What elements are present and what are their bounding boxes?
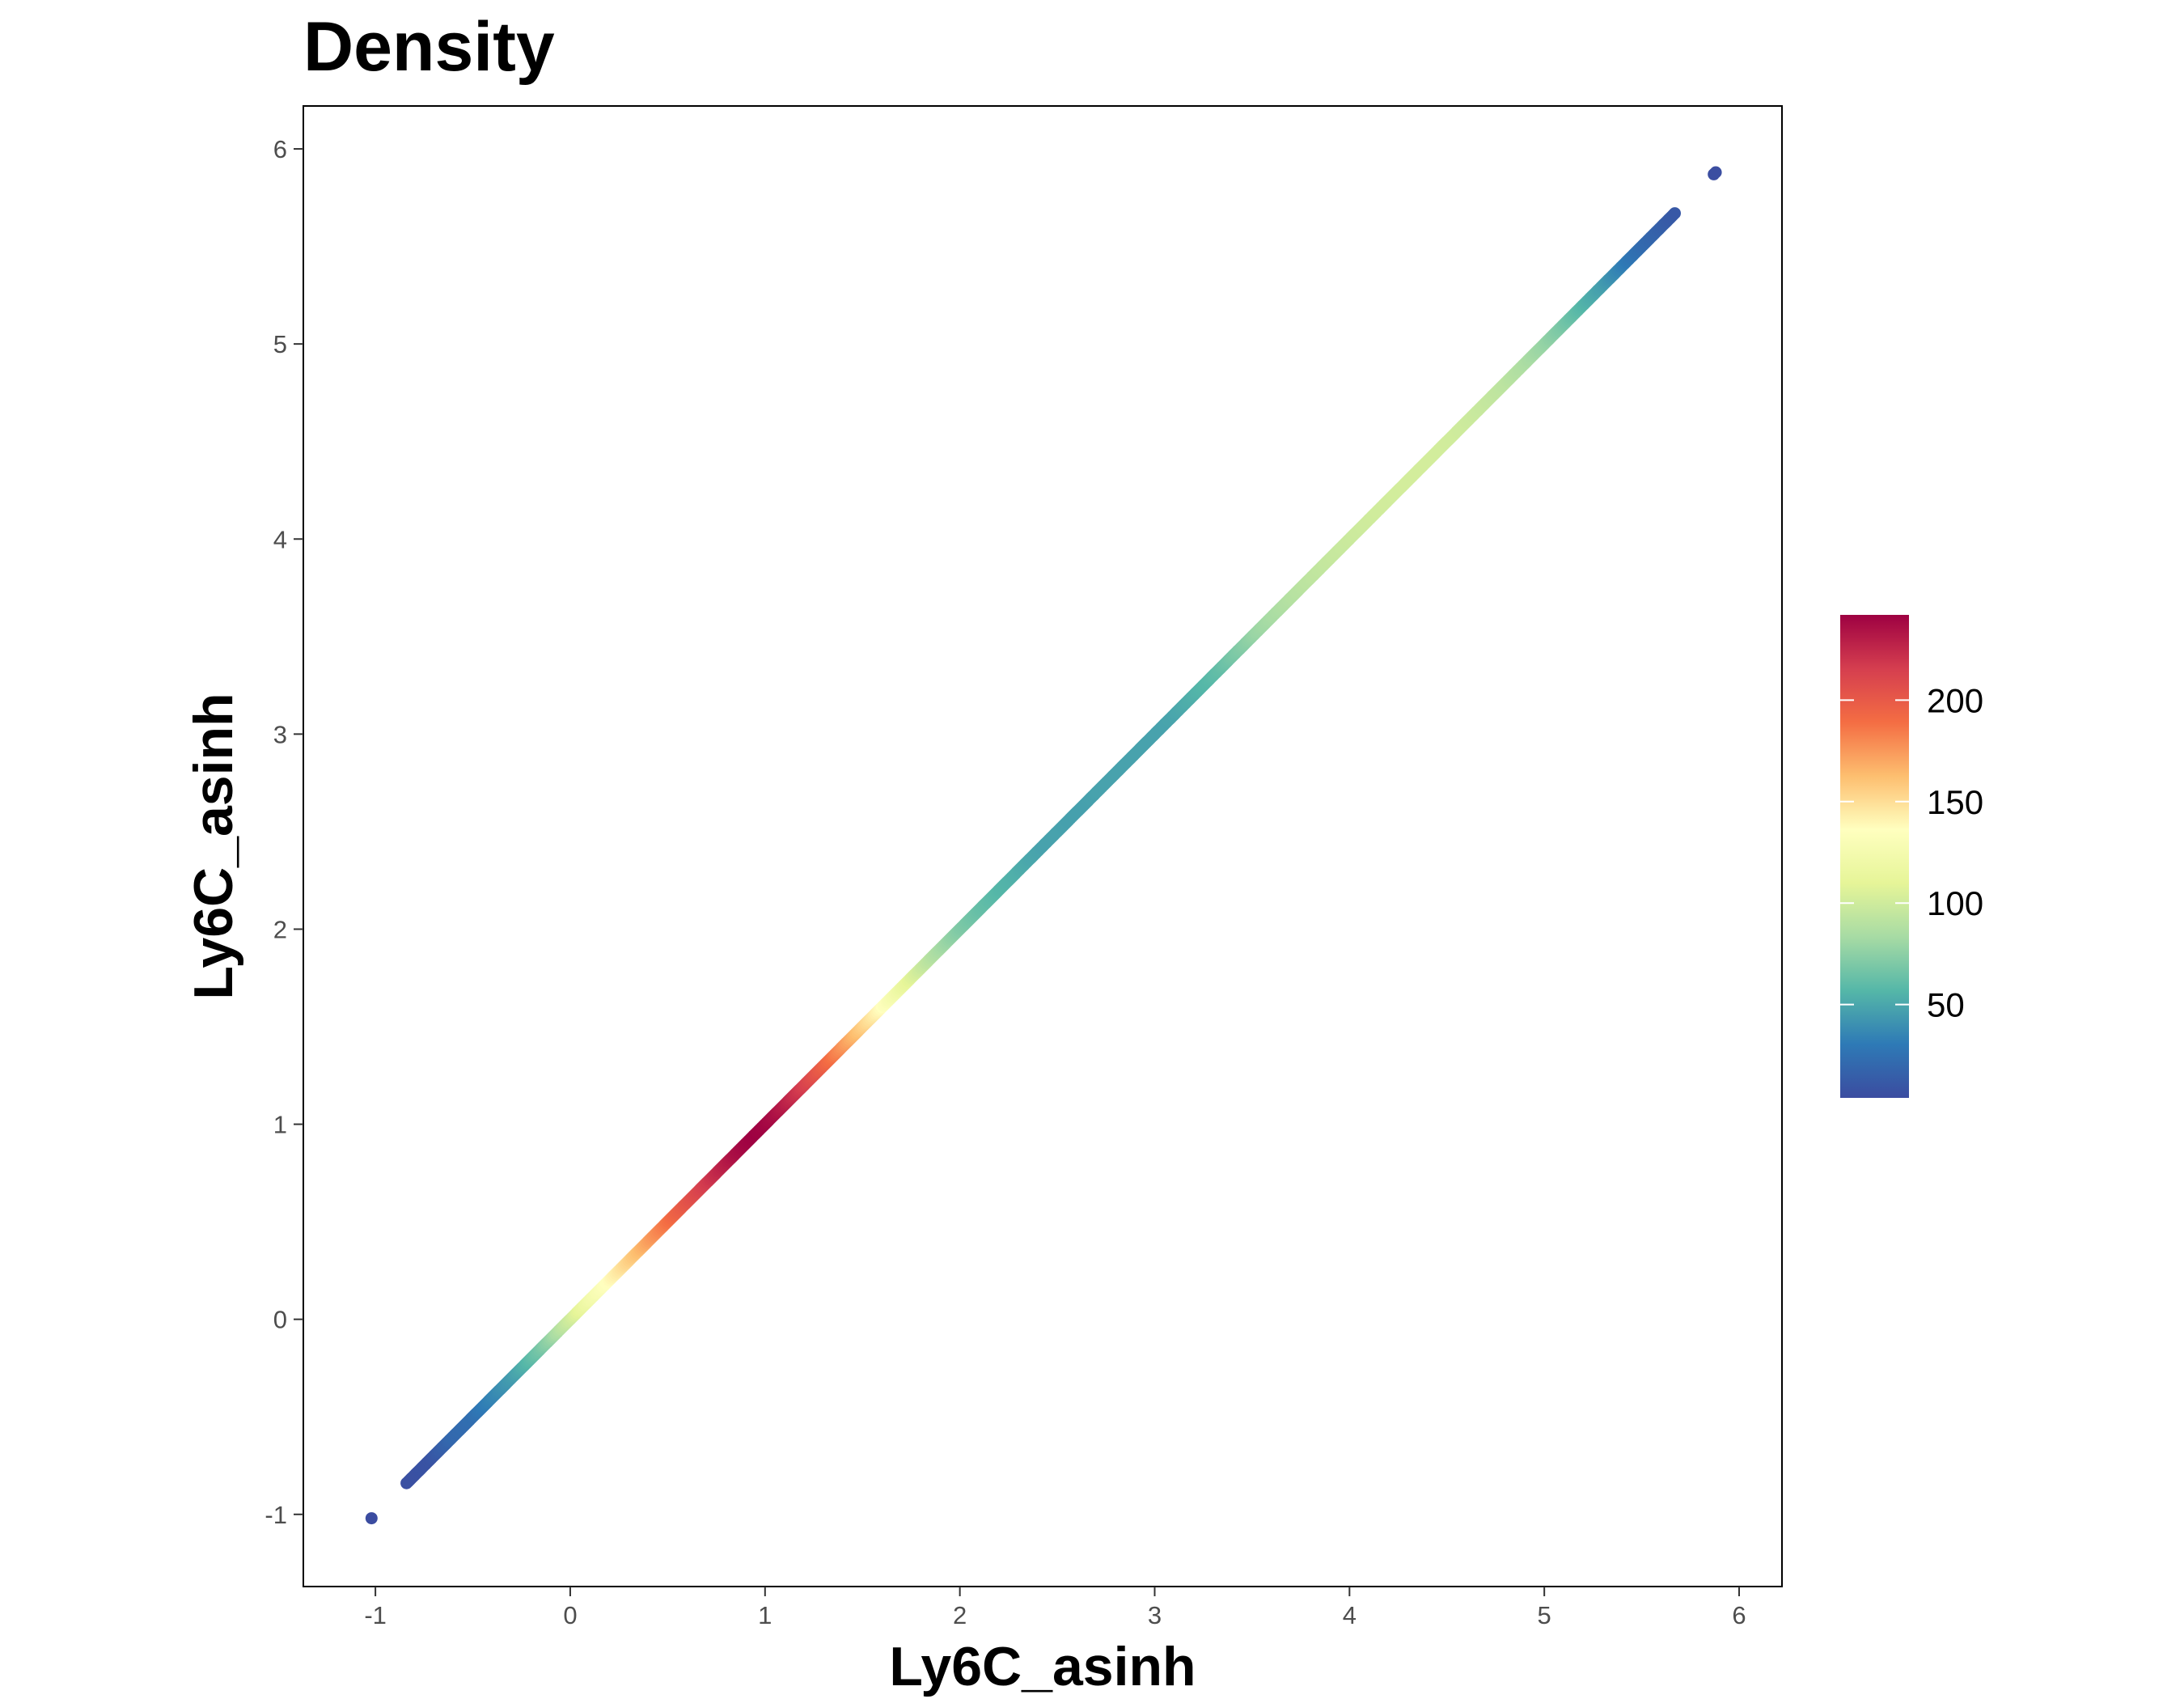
chart-title: Density (303, 8, 555, 86)
y-axis-title: Ly6C_asinh (183, 693, 244, 999)
y-tick-label: 4 (273, 525, 287, 553)
legend-tick-label: 50 (1927, 986, 1965, 1024)
x-tick-label: -1 (364, 1601, 387, 1629)
y-tick-label: 6 (273, 135, 287, 163)
data-point (1709, 166, 1722, 179)
x-tick-label: 2 (953, 1601, 967, 1629)
x-tick-label: 6 (1732, 1601, 1746, 1629)
x-tick-label: 1 (758, 1601, 772, 1629)
data-point (1669, 207, 1681, 220)
data-point (365, 1512, 378, 1525)
y-tick-label: 5 (273, 330, 287, 358)
y-tick-label: 1 (273, 1111, 287, 1139)
legend-colorbar (1840, 615, 1909, 1098)
legend-tick-label: 200 (1927, 681, 1983, 719)
legend-tick-label: 100 (1927, 884, 1983, 922)
x-tick-label: 5 (1538, 1601, 1551, 1629)
color-legend: 50 100 150 200 (1840, 615, 1983, 1098)
y-axis: -1 0 1 2 3 4 5 6 (265, 135, 303, 1529)
legend-tick-label: 150 (1927, 783, 1983, 821)
y-tick-label: -1 (265, 1501, 287, 1529)
y-tick-label: 2 (273, 915, 287, 943)
legend-ticks: 50 100 150 200 (1840, 681, 1983, 1024)
x-tick-label: 3 (1148, 1601, 1162, 1629)
x-axis-title: Ly6C_asinh (889, 1636, 1196, 1697)
x-tick-label: 0 (563, 1601, 577, 1629)
data-points (365, 166, 1722, 1525)
y-tick-label: 3 (273, 720, 287, 748)
x-tick-label: 4 (1343, 1601, 1357, 1629)
y-tick-label: 0 (273, 1306, 287, 1334)
x-axis: -1 0 1 2 3 4 5 6 (364, 1587, 1746, 1629)
